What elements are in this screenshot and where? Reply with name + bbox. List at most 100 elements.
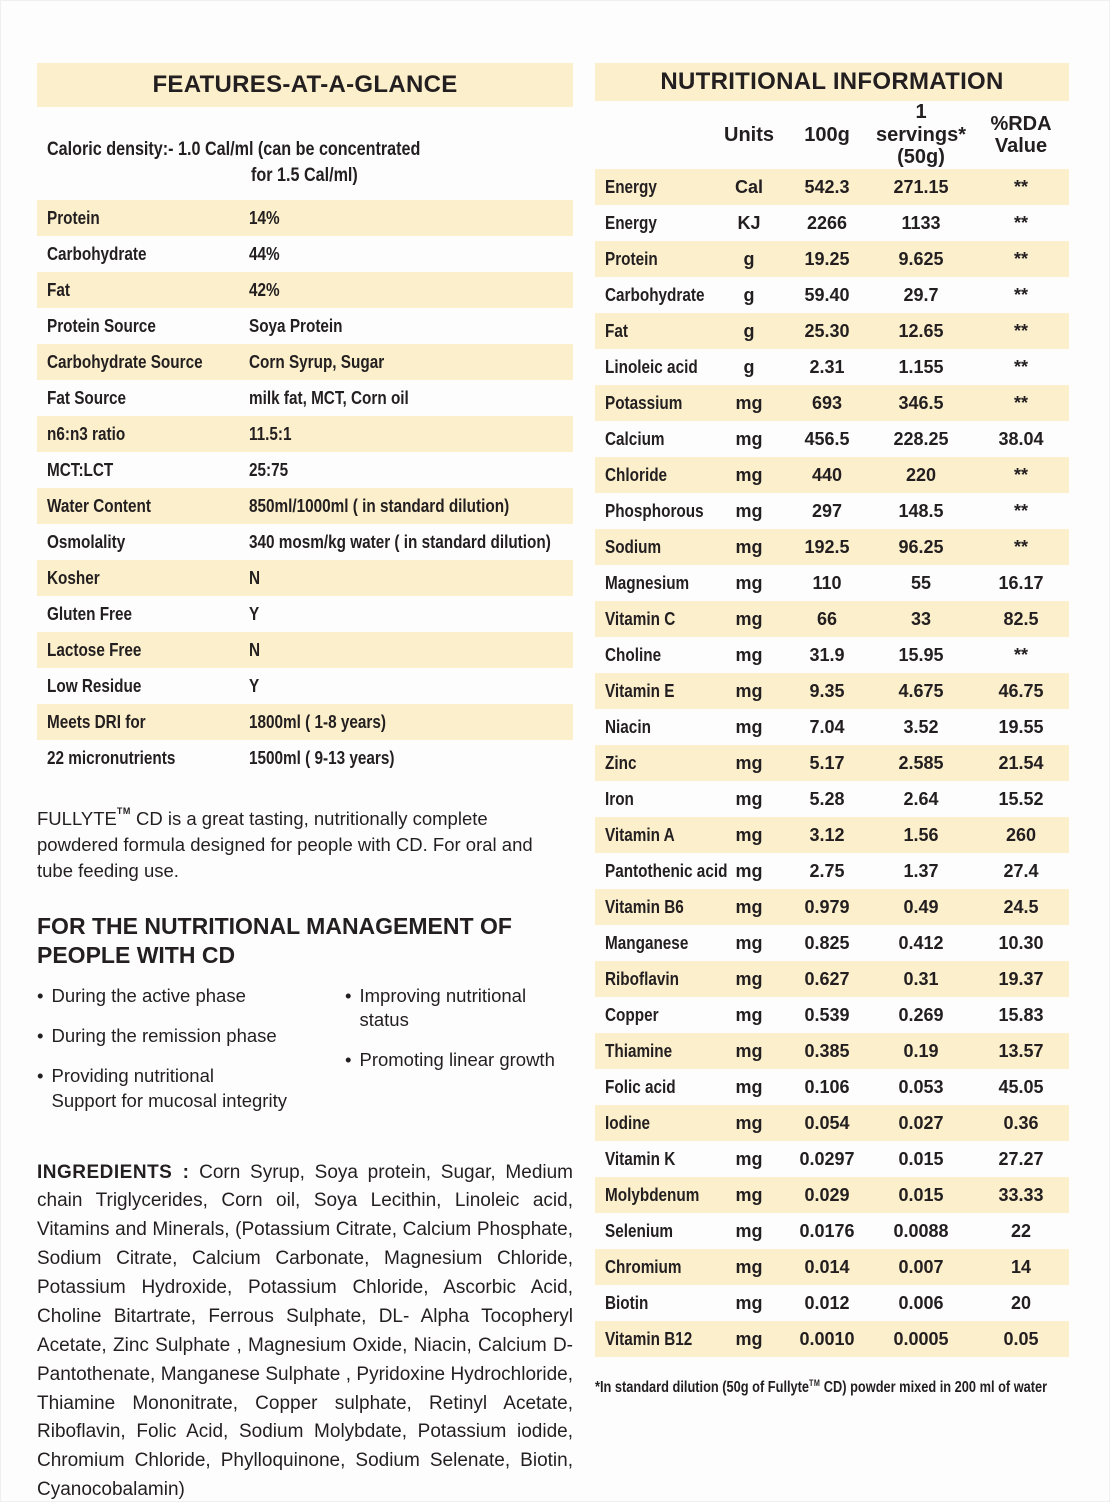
nutrient-name: Protein (595, 249, 713, 270)
nutrient-units-text: mg (735, 392, 763, 413)
nutrient-rda-text: 38.04 (998, 428, 1044, 449)
nutrient-rda-text: ** (1013, 248, 1028, 269)
feature-label: Carbohydrate Source (37, 352, 249, 373)
nutrient-100g: 5.28 (785, 789, 869, 810)
nutrient-serving-text: 3.52 (903, 716, 939, 737)
nutrition-header: Units 100g 1 servings* (50g) %RDA Value (595, 101, 1069, 169)
nutrient-units-text: Cal (734, 176, 763, 197)
header-rda-line2: Value (994, 135, 1048, 157)
nutrient-units-text: g (743, 320, 755, 341)
nutrient-rda-text: 19.37 (998, 968, 1044, 989)
nutrient-units: KJ (713, 213, 785, 234)
nutrient-units: mg (713, 1221, 785, 1242)
nutrient-name: Phosphorous (595, 501, 713, 522)
nutrient-100g-text: 66 (816, 608, 838, 629)
feature-value: 14% (249, 208, 573, 229)
nutrient-serving: 0.0088 (869, 1221, 973, 1242)
nutrient-units-text: mg (735, 644, 763, 665)
feature-label-text: Meets DRI for (47, 711, 146, 732)
nutrition-row: Selenium mg 0.0176 0.0088 22 (595, 1213, 1069, 1249)
bullet-icon: • (345, 985, 352, 1007)
nutrient-100g: 31.9 (785, 645, 869, 666)
nutrient-units-text: mg (735, 428, 763, 449)
nutrient-units: mg (713, 969, 785, 990)
nutrient-serving-text: 1.56 (903, 824, 939, 845)
nutrition-row: Fat g 25.30 12.65 ** (595, 313, 1069, 349)
nutrient-rda-text: 27.4 (1003, 860, 1039, 881)
nutrition-row: Molybdenum mg 0.029 0.015 33.33 (595, 1177, 1069, 1213)
feature-value-text: 1500ml ( 9-13 years) (249, 747, 395, 768)
nutrition-row: Vitamin C mg 66 33 82.5 (595, 601, 1069, 637)
feature-value: 850ml/1000ml ( in standard dilution) (249, 496, 573, 517)
nutrient-rda-text: ** (1013, 536, 1028, 557)
nutrient-units: mg (713, 645, 785, 666)
nutrient-100g: 0.0297 (785, 1149, 869, 1170)
nutrient-rda: 20 (973, 1293, 1069, 1314)
bullet-item: • Providing nutritional Support for mucos… (37, 1064, 337, 1112)
footnote-post: CD) powder mixed in 200 ml of water (820, 1379, 1048, 1396)
nutrient-name: Energy (595, 213, 713, 234)
nutrient-rda: 16.17 (973, 573, 1069, 594)
nutrient-rda: ** (973, 321, 1069, 342)
nutrient-units: mg (713, 537, 785, 558)
nutrition-row: Manganese mg 0.825 0.412 10.30 (595, 925, 1069, 961)
nutrient-100g-text: 0.539 (804, 1004, 850, 1025)
nutrient-units: mg (713, 573, 785, 594)
feature-value-text: Corn Syrup, Sugar (249, 351, 385, 372)
nutrient-rda-text: 21.54 (998, 752, 1044, 773)
feature-value: N (249, 568, 573, 589)
feature-label-text: Gluten Free (47, 603, 133, 624)
nutrient-rda: 19.37 (973, 969, 1069, 990)
nutrient-units: mg (713, 1293, 785, 1314)
nutrient-name: Calcium (595, 429, 713, 450)
nutrient-name-text: Manganese (605, 932, 689, 953)
bullet-icon: • (37, 985, 44, 1007)
nutrient-serving-text: 33 (910, 608, 932, 629)
feature-value: 44% (249, 244, 573, 265)
nutrient-serving-text: 346.5 (898, 392, 944, 413)
nutrient-name: Sodium (595, 537, 713, 558)
management-heading: FOR THE NUTRITIONAL MANAGEMENT OF PEOPLE… (37, 912, 512, 969)
nutrient-rda: 19.55 (973, 717, 1069, 738)
nutrient-name-text: Potassium (605, 392, 683, 413)
feature-value: Corn Syrup, Sugar (249, 352, 573, 373)
nutrient-name-text: Folic acid (605, 1076, 676, 1097)
nutrition-row: Vitamin B12 mg 0.0010 0.0005 0.05 (595, 1321, 1069, 1357)
nutrient-serving: 33 (869, 609, 973, 630)
trademark-icon: TM (116, 806, 131, 817)
nutrient-rda-text: 15.52 (998, 788, 1044, 809)
caloric-line-2-text: for 1.5 Cal/ml) (251, 164, 358, 186)
nutrient-units: mg (713, 1257, 785, 1278)
nutrient-name-text: Vitamin B6 (605, 896, 684, 917)
nutrient-rda: 27.27 (973, 1149, 1069, 1170)
nutrient-serving: 29.7 (869, 285, 973, 306)
nutrient-name-text: Vitamin E (605, 680, 675, 701)
nutrient-rda-text: ** (1013, 392, 1028, 413)
nutrition-row: Vitamin E mg 9.35 4.675 46.75 (595, 673, 1069, 709)
nutrient-name-text: Protein (605, 248, 658, 269)
nutrient-serving: 0.0005 (869, 1329, 973, 1350)
nutrient-units: mg (713, 1077, 785, 1098)
nutrient-units-text: g (743, 356, 755, 377)
feature-label-text: Carbohydrate Source (47, 351, 203, 372)
ingredients-text: Corn Syrup, Soya protein, Sugar, Medium … (37, 1161, 573, 1501)
nutrition-row: Carbohydrate g 59.40 29.7 ** (595, 277, 1069, 313)
feature-row: Protein 14% (37, 200, 573, 237)
nutrient-serving: 2.585 (869, 753, 973, 774)
nutrient-serving-text: 0.015 (898, 1184, 944, 1205)
bullet-text: During the active phase (51, 985, 246, 1007)
nutrient-name: Folic acid (595, 1077, 713, 1098)
bullet-item: • Improving nutritional status (345, 984, 573, 1032)
nutrient-serving-text: 4.675 (898, 680, 944, 701)
nutrition-panel: NUTRITIONAL INFORMATION Units 100g 1 ser… (595, 63, 1069, 1397)
nutrient-rda-text: 14 (1010, 1256, 1032, 1277)
nutrient-name: Carbohydrate (595, 285, 713, 306)
nutrient-serving-text: 0.19 (903, 1040, 939, 1061)
nutrient-serving-text: 271.15 (893, 176, 949, 197)
nutrient-units-text: mg (735, 1112, 763, 1133)
nutrient-name: Vitamin B6 (595, 897, 713, 918)
feature-row: Fat Source milk fat, MCT, Corn oil (37, 380, 573, 416)
nutrient-rda: 260 (973, 825, 1069, 846)
nutrient-units: mg (713, 861, 785, 882)
nutrient-100g-text: 456.5 (804, 428, 850, 449)
